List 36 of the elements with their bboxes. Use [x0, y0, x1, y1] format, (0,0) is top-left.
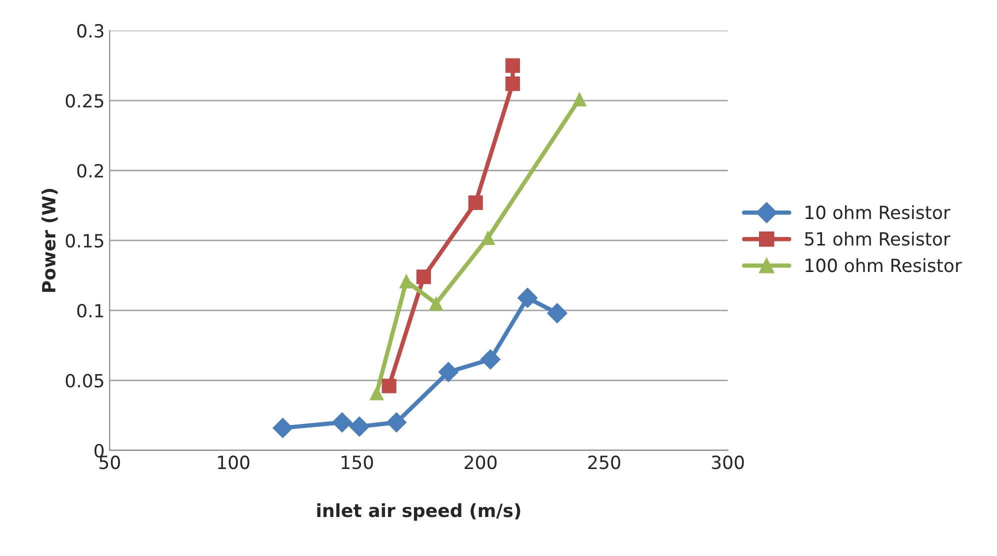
point [349, 416, 370, 437]
x-tick-label: 100 [218, 456, 250, 470]
point [505, 58, 520, 73]
point [416, 270, 431, 284]
point [369, 386, 384, 400]
point [386, 412, 407, 433]
point [480, 349, 501, 370]
x-tick-label: 150 [342, 456, 373, 470]
y-axis-title: Power (W) [42, 188, 58, 292]
point [517, 288, 538, 308]
point [546, 302, 568, 324]
y-tick-label: 0.3 [77, 24, 104, 38]
x-tick-label: 250 [588, 456, 620, 470]
point [572, 92, 587, 106]
point [272, 418, 294, 438]
legend-label: 51 ohm Resistor [805, 232, 950, 246]
y-tick-label: 0.1 [77, 304, 104, 318]
y-tick-label: 0 [94, 444, 104, 458]
x-tick-label: 50 [100, 456, 120, 470]
y-tick-label: 0.05 [66, 374, 104, 388]
y-tick-label: 0.25 [66, 94, 104, 108]
x-tick-label: 200 [464, 456, 497, 470]
y-tick-label: 0.2 [77, 164, 103, 178]
point [438, 362, 459, 382]
point [382, 378, 396, 394]
x-tick-label: 300 [712, 456, 744, 470]
y-tick-label: 0.15 [66, 234, 104, 248]
x-axis-title: inlet air speed (m/s) [317, 503, 520, 521]
point [480, 230, 496, 245]
legend-label: 10 ohm Resistor [806, 205, 950, 220]
point [399, 274, 414, 288]
point [505, 76, 520, 92]
point [468, 195, 483, 210]
legend-label: 100 ohm Resistor [806, 258, 962, 272]
point [428, 296, 444, 311]
point [332, 412, 352, 433]
